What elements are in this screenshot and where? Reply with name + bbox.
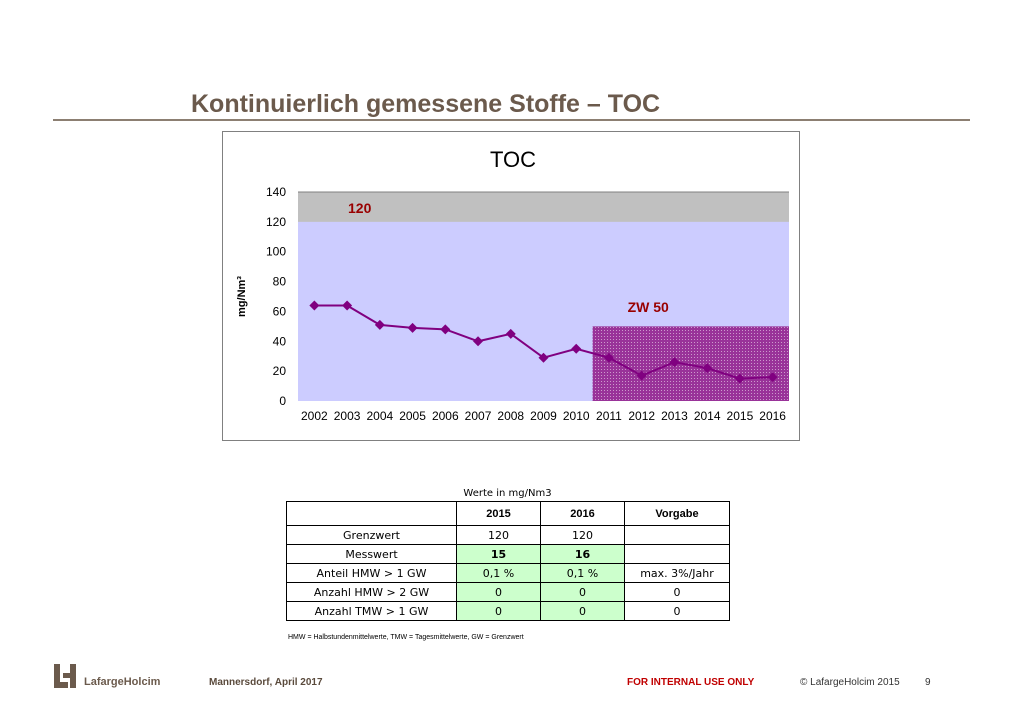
table-header-2015: 2015 <box>456 501 541 526</box>
table-row: Anzahl TMW > 1 GW 0 0 0 <box>286 601 730 621</box>
cell-2016: 0 <box>540 601 625 621</box>
footer-internal-notice: FOR INTERNAL USE ONLY <box>627 677 755 688</box>
x-tick-label: 2004 <box>366 409 393 423</box>
x-tick-label: 2002 <box>301 409 328 423</box>
x-tick-label: 2005 <box>399 409 426 423</box>
y-axis-label: mg/Nm³ <box>236 276 248 317</box>
data-point <box>767 372 778 383</box>
y-tick-label: 0 <box>279 394 286 408</box>
cell-2015: 0,1 % <box>456 563 541 583</box>
data-point <box>571 343 582 354</box>
limit-band-120 <box>298 192 789 222</box>
lafargeholcim-logo-icon <box>54 664 76 688</box>
x-tick-label: 2003 <box>334 409 361 423</box>
row-label: Anzahl TMW > 1 GW <box>286 601 457 621</box>
cell-2015: 0 <box>456 582 541 602</box>
row-label: Messwert <box>286 544 457 564</box>
footer-copyright: © LafargeHolcim 2015 <box>800 677 900 688</box>
data-point <box>734 373 745 384</box>
title-divider <box>53 119 970 121</box>
data-point <box>538 352 549 363</box>
cell-vorgabe <box>624 544 730 564</box>
table-header-vorgabe: Vorgabe <box>624 501 730 526</box>
cell-vorgabe: max. 3%/Jahr <box>624 563 730 583</box>
table-footnote: HMW = Halbstundenmittelwerte, TMW = Tage… <box>288 634 524 641</box>
data-point <box>603 352 614 363</box>
footer-date: Mannersdorf, April 2017 <box>209 677 323 688</box>
table-header-empty <box>286 501 457 526</box>
cell-2015: 120 <box>456 525 541 545</box>
y-tick-label: 120 <box>266 215 286 229</box>
x-tick-label: 2013 <box>661 409 688 423</box>
y-tick-label: 40 <box>273 334 287 348</box>
table-row: Anzahl HMW > 2 GW 0 0 0 <box>286 582 730 602</box>
row-label: Grenzwert <box>286 525 457 545</box>
y-tick-label: 140 <box>266 185 286 199</box>
row-label: Anteil HMW > 1 GW <box>286 563 457 583</box>
toc-chart-svg: 120 ZW 50 TOC 0 20 40 60 80 100 120 140 mg/Nm³ 2002 2… <box>236 147 789 423</box>
y-tick-label: 20 <box>273 364 287 378</box>
table-row: Messwert 15 16 <box>286 544 730 564</box>
cell-vorgabe <box>624 525 730 545</box>
x-tick-label: 2010 <box>563 409 590 423</box>
chart-title: TOC <box>490 147 536 172</box>
values-table: 2015 2016 Vorgabe Grenzwert 120 120 Mess… <box>286 501 730 621</box>
data-point <box>342 300 353 311</box>
slide-title: Kontinuierlich gemessene Stoffe – TOC <box>191 90 661 118</box>
x-tick-label: 2006 <box>432 409 459 423</box>
band-label-zw50: ZW 50 <box>628 299 669 315</box>
x-tick-label: 2009 <box>530 409 557 423</box>
cell-vorgabe: 0 <box>624 582 730 602</box>
x-tick-label: 2011 <box>596 409 622 423</box>
x-tick-label: 2008 <box>497 409 524 423</box>
cell-vorgabe: 0 <box>624 601 730 621</box>
x-tick-label: 2015 <box>727 409 754 423</box>
band-label-120: 120 <box>348 200 372 216</box>
cell-2016: 0 <box>540 582 625 602</box>
data-point <box>309 300 320 311</box>
x-tick-label: 2014 <box>694 409 721 423</box>
table-header-2016: 2016 <box>540 501 625 526</box>
data-point <box>702 363 713 374</box>
cell-2016: 0,1 % <box>540 563 625 583</box>
toc-chart: 120 ZW 50 TOC 0 20 40 60 80 100 120 140 mg/Nm³ 2002 2… <box>222 131 800 441</box>
limit-band-zw50 <box>592 326 789 401</box>
y-tick-label: 80 <box>273 275 287 289</box>
data-point <box>473 336 484 347</box>
y-tick-label: 60 <box>273 304 287 318</box>
x-tick-label: 2012 <box>628 409 655 423</box>
data-point <box>505 328 516 339</box>
cell-2016: 16 <box>540 544 625 564</box>
row-label: Anzahl HMW > 2 GW <box>286 582 457 602</box>
table-caption: Werte in mg/Nm3 <box>463 488 552 499</box>
data-point <box>440 324 451 335</box>
x-tick-label: 2007 <box>465 409 492 423</box>
x-tick-label: 2016 <box>759 409 786 423</box>
table-header-row: 2015 2016 Vorgabe <box>286 501 730 526</box>
footer-brand: LafargeHolcim <box>84 676 161 688</box>
cell-2016: 120 <box>540 525 625 545</box>
data-point <box>636 370 647 381</box>
y-tick-label: 100 <box>266 245 286 259</box>
cell-2015: 15 <box>456 544 541 564</box>
data-point <box>374 319 385 330</box>
cell-2015: 0 <box>456 601 541 621</box>
data-point <box>669 357 680 368</box>
table-row: Anteil HMW > 1 GW 0,1 % 0,1 % max. 3%/Ja… <box>286 563 730 583</box>
table-row: Grenzwert 120 120 <box>286 525 730 545</box>
page-number: 9 <box>925 677 931 688</box>
data-point <box>407 322 418 333</box>
